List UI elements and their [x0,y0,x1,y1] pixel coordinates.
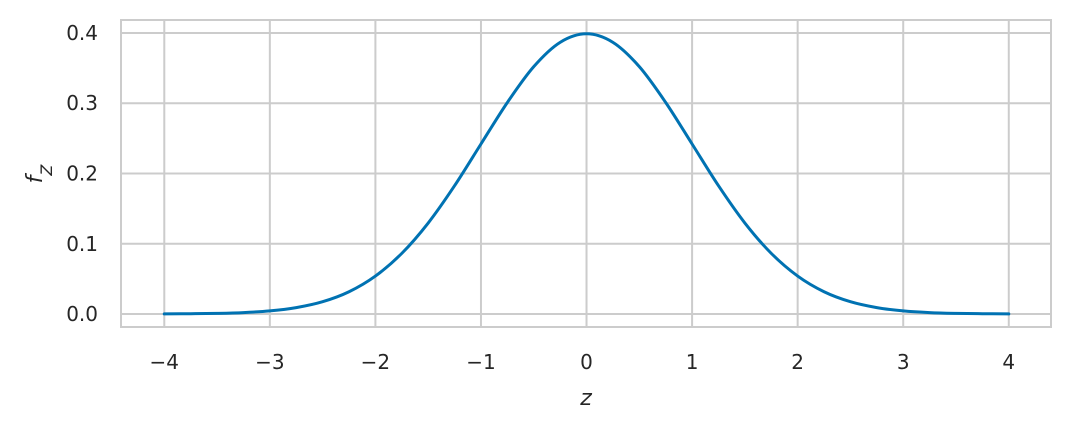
series-line-group [162,32,1011,316]
x-tick-label: −2 [361,350,390,374]
y-tick-label: 0.4 [66,21,98,45]
x-tick-label: 3 [897,350,910,374]
x-tick-label: 4 [1002,350,1015,374]
x-tick-label: 2 [791,350,804,374]
y-tick-label: 0.0 [66,302,98,326]
series-line [162,32,1011,316]
x-axis-label: z [579,386,592,411]
x-tick-label: −1 [466,350,495,374]
grid [121,20,1051,327]
x-tick-label: 0 [580,350,593,374]
y-axis-label: fZ [23,164,56,184]
y-tick-label: 0.2 [66,162,98,186]
y-tick-label: 0.1 [66,232,98,256]
x-tick-label: −4 [150,350,179,374]
x-tick-label: 1 [686,350,699,374]
x-tick-label: −3 [255,350,284,374]
y-tick-label: 0.3 [66,91,98,115]
tick-labels: −4 −3 −2 −1 0 1 2 3 4 0.0 0.1 0.2 0.3 0.4 [66,21,1015,374]
plot-frame [120,19,1052,328]
